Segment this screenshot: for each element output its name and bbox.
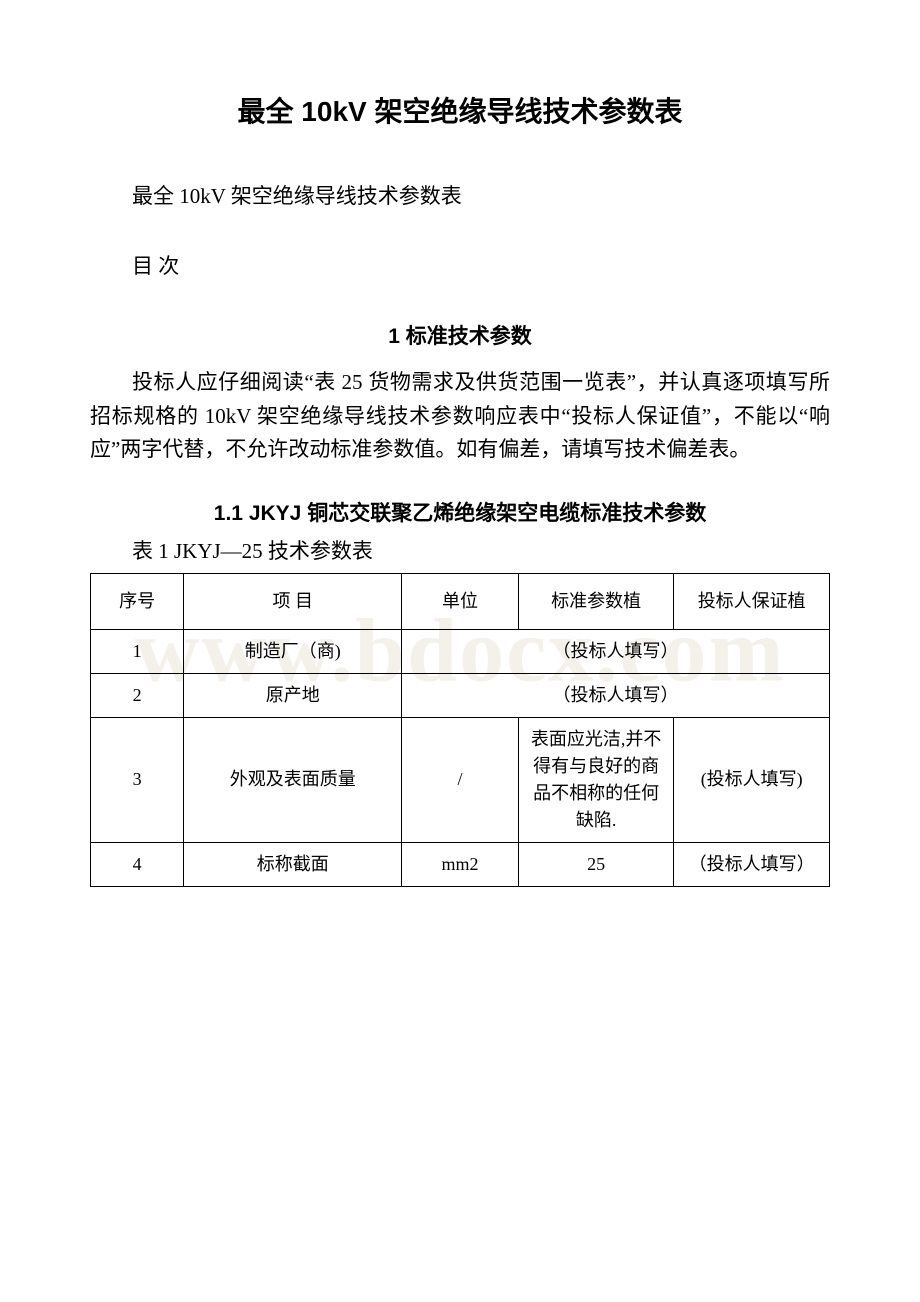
- document-content: 最全 10kV 架空绝缘导线技术参数表 最全 10kV 架空绝缘导线技术参数表 …: [90, 90, 830, 887]
- table-row: 2 原产地 （投标人填写）: [91, 673, 830, 717]
- cell-bid: (投标人填写): [674, 717, 830, 842]
- cell-seq: 3: [91, 717, 184, 842]
- cell-merged: （投标人填写）: [402, 629, 830, 673]
- header-unit: 单位: [402, 573, 519, 629]
- section-1-heading: 1 标准技术参数: [90, 320, 830, 350]
- table-row: 4 标称截面 mm2 25 （投标人填写）: [91, 842, 830, 886]
- header-item: 项 目: [184, 573, 402, 629]
- table-header-row: 序号 项 目 单位 标准参数植 投标人保证植: [91, 573, 830, 629]
- header-std: 标准参数植: [518, 573, 674, 629]
- cell-unit: /: [402, 717, 519, 842]
- document-title: 最全 10kV 架空绝缘导线技术参数表: [90, 90, 830, 130]
- table-1-caption: 表 1 JKYJ—25 技术参数表: [90, 535, 830, 565]
- cell-seq: 1: [91, 629, 184, 673]
- cell-seq: 4: [91, 842, 184, 886]
- section-1-1-heading: 1.1 JKYJ 铜芯交联聚乙烯绝缘架空电缆标准技术参数: [90, 497, 830, 527]
- cell-item: 原产地: [184, 673, 402, 717]
- cell-item: 标称截面: [184, 842, 402, 886]
- table-row: 1 制造厂（商) （投标人填写）: [91, 629, 830, 673]
- header-seq: 序号: [91, 573, 184, 629]
- section-1-paragraph: 投标人应仔细阅读“表 25 货物需求及供货范围一览表”，并认真逐项填写所招标规格…: [90, 366, 830, 467]
- header-bid: 投标人保证植: [674, 573, 830, 629]
- cell-std: 25: [518, 842, 674, 886]
- cell-item: 外观及表面质量: [184, 717, 402, 842]
- cell-item: 制造厂（商): [184, 629, 402, 673]
- table-row: 3 外观及表面质量 / 表面应光洁,并不得有与良好的商品不相称的任何缺陷. (投…: [91, 717, 830, 842]
- cell-bid: （投标人填写）: [674, 842, 830, 886]
- document-subtitle: 最全 10kV 架空绝缘导线技术参数表: [90, 180, 830, 210]
- cell-seq: 2: [91, 673, 184, 717]
- toc-heading: 目 次: [90, 250, 830, 280]
- cell-unit: mm2: [402, 842, 519, 886]
- parameters-table: 序号 项 目 单位 标准参数植 投标人保证植 1 制造厂（商) （投标人填写） …: [90, 573, 830, 887]
- cell-merged: （投标人填写）: [402, 673, 830, 717]
- cell-std: 表面应光洁,并不得有与良好的商品不相称的任何缺陷.: [518, 717, 674, 842]
